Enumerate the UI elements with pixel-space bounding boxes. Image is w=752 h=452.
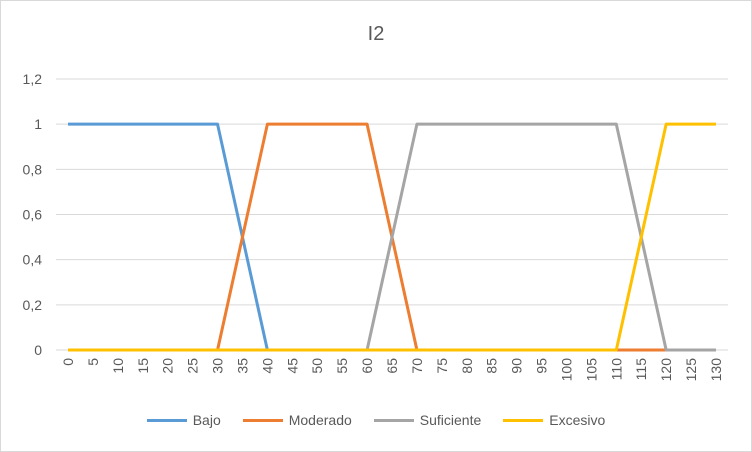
legend: Bajo Moderado Suficiente Excesivo [1,412,751,428]
x-tick-label: 130 [708,358,724,382]
x-tick-label: 115 [633,358,649,381]
legend-label: Bajo [192,412,221,428]
x-tick-label: 0 [60,358,76,366]
x-tick-label: 75 [434,358,450,374]
x-tick-label: 105 [583,358,599,382]
y-tick-label: 0,6 [23,207,43,223]
legend-swatch [146,418,187,422]
series-line-excesivo [68,122,716,352]
legend-swatch [242,418,283,422]
x-tick-label: 120 [658,358,674,382]
x-tick-label: 65 [384,358,400,374]
x-tick-label: 20 [160,358,176,374]
legend-label: Suficiente [419,412,482,428]
x-tick-label: 125 [683,358,699,382]
legend-swatch [503,418,544,422]
series-line-suficiente [68,122,716,352]
x-tick-label: 60 [359,358,375,374]
y-tick-label: 1,2 [23,71,43,87]
x-tick-label: 15 [135,358,151,374]
legend-item-moderado: Moderado [242,412,352,428]
x-tick-label: 10 [110,358,126,374]
x-tick-label: 40 [259,358,275,374]
x-tick-label: 80 [459,358,475,374]
x-tick-label: 50 [309,358,325,374]
legend-item-bajo: Bajo [146,412,221,428]
legend-item-excesivo: Excesivo [503,412,605,428]
y-tick-label: 0 [34,342,42,358]
x-tick-label: 30 [210,358,226,374]
legend-swatch [373,418,414,422]
y-tick-label: 1 [34,116,42,132]
x-tick-label: 55 [334,358,350,374]
x-tick-label: 70 [409,358,425,374]
legend-label: Moderado [288,412,352,428]
x-tick-label: 95 [534,358,550,374]
y-tick-label: 0,8 [23,161,43,177]
x-tick-label: 25 [185,358,201,374]
x-tick-label: 85 [484,358,500,374]
x-tick-label: 5 [85,358,101,366]
legend-label: Excesivo [549,412,606,428]
x-tick-label: 35 [234,358,250,374]
x-tick-label: 110 [608,358,624,381]
legend-item-suficiente: Suficiente [373,412,482,428]
x-tick-label: 45 [284,358,300,374]
y-tick-label: 0,2 [23,297,43,313]
x-tick-label: 90 [509,358,525,374]
chart-title: I2 [367,23,385,45]
x-tick-label: 100 [558,358,574,382]
y-tick-label: 0,4 [23,252,43,268]
